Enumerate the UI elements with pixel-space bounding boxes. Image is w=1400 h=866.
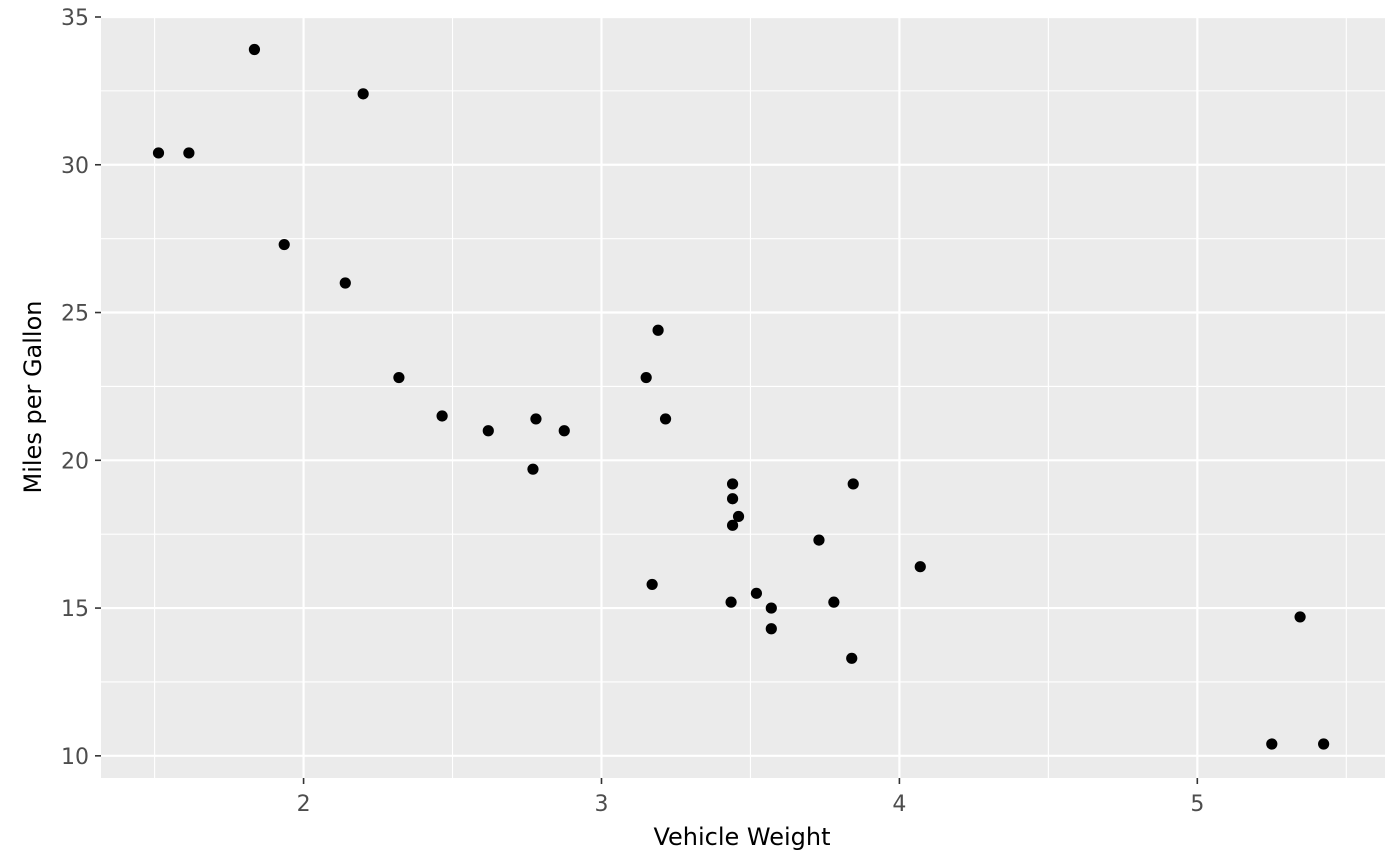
data-point xyxy=(765,602,777,614)
x-axis-ticks: 2 3 4 5 xyxy=(297,778,1204,817)
data-point xyxy=(436,410,448,422)
x-tick-label: 4 xyxy=(892,792,906,817)
data-point xyxy=(846,652,858,664)
data-point xyxy=(652,324,664,336)
data-point xyxy=(339,277,351,289)
data-point xyxy=(527,463,539,475)
x-tick-label: 2 xyxy=(297,792,311,817)
y-tick-label: 20 xyxy=(61,449,89,474)
data-point xyxy=(732,510,745,523)
data-point xyxy=(558,425,570,437)
data-point xyxy=(659,413,672,425)
data-point xyxy=(726,519,739,531)
x-axis-title: Vehicle Weight xyxy=(653,823,830,851)
data-point xyxy=(813,534,825,546)
y-axis-ticks: 10 15 20 25 30 35 xyxy=(61,6,101,770)
data-point xyxy=(726,493,739,505)
data-point xyxy=(765,623,777,635)
data-point xyxy=(183,147,195,159)
major-gridlines xyxy=(101,15,1385,778)
data-point xyxy=(640,371,652,384)
data-point xyxy=(248,43,261,56)
data-point xyxy=(726,478,739,490)
y-tick-label: 25 xyxy=(61,302,89,327)
data-point xyxy=(750,587,763,599)
data-point xyxy=(914,561,926,573)
plot-panel xyxy=(101,17,1385,778)
y-tick-label: 30 xyxy=(61,154,89,179)
x-tick-label: 3 xyxy=(594,792,608,817)
data-point xyxy=(278,238,290,251)
data-point xyxy=(725,596,737,608)
data-point xyxy=(1266,738,1278,750)
y-tick-label: 35 xyxy=(61,6,89,31)
data-point xyxy=(1318,738,1330,750)
data-point xyxy=(357,88,369,100)
data-point xyxy=(646,578,658,591)
data-point xyxy=(152,147,165,159)
data-points xyxy=(152,43,1330,750)
data-point xyxy=(828,596,840,608)
data-point xyxy=(847,478,859,490)
y-tick-label: 10 xyxy=(61,745,89,770)
data-point xyxy=(482,425,494,437)
y-axis-title: Miles per Gallon xyxy=(19,301,47,494)
y-tick-label: 15 xyxy=(61,597,89,622)
minor-gridlines xyxy=(101,17,1385,778)
data-point xyxy=(530,413,542,425)
x-tick-label: 5 xyxy=(1190,792,1204,817)
data-point xyxy=(393,371,405,384)
data-point xyxy=(1294,611,1306,623)
